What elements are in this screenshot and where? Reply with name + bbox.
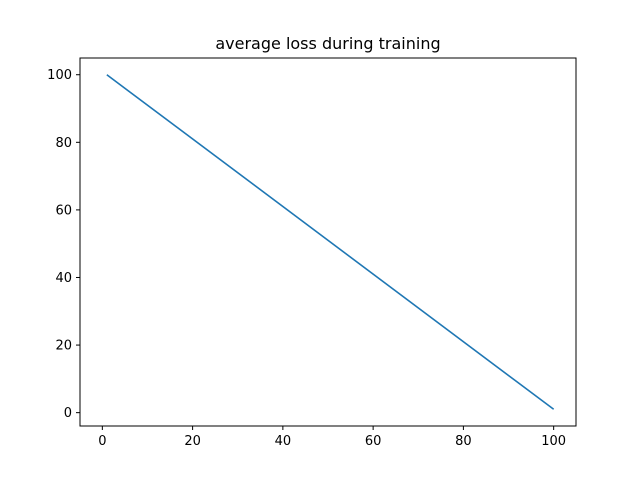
chart-title: average loss during training (215, 34, 440, 53)
x-tick-label: 20 (184, 434, 201, 449)
x-tick-label: 60 (365, 434, 382, 449)
y-tick-label: 20 (55, 339, 72, 354)
series-line-0 (106, 74, 555, 410)
y-axis: 0 20 40 60 80 100 (47, 68, 80, 421)
x-tick-label: 80 (455, 434, 472, 449)
y-tick-label: 60 (55, 203, 72, 218)
plot-series (106, 74, 555, 410)
y-tick-label: 100 (47, 68, 72, 83)
x-tick-label: 40 (275, 434, 292, 449)
y-tick-label: 0 (64, 406, 72, 421)
plot-frame (79, 57, 577, 427)
x-tick-label: 0 (98, 434, 106, 449)
y-tick-label: 80 (55, 136, 72, 151)
x-tick-label: 100 (541, 434, 566, 449)
y-tick-label: 40 (55, 271, 72, 286)
x-axis: 0 20 40 60 80 100 (98, 426, 566, 449)
